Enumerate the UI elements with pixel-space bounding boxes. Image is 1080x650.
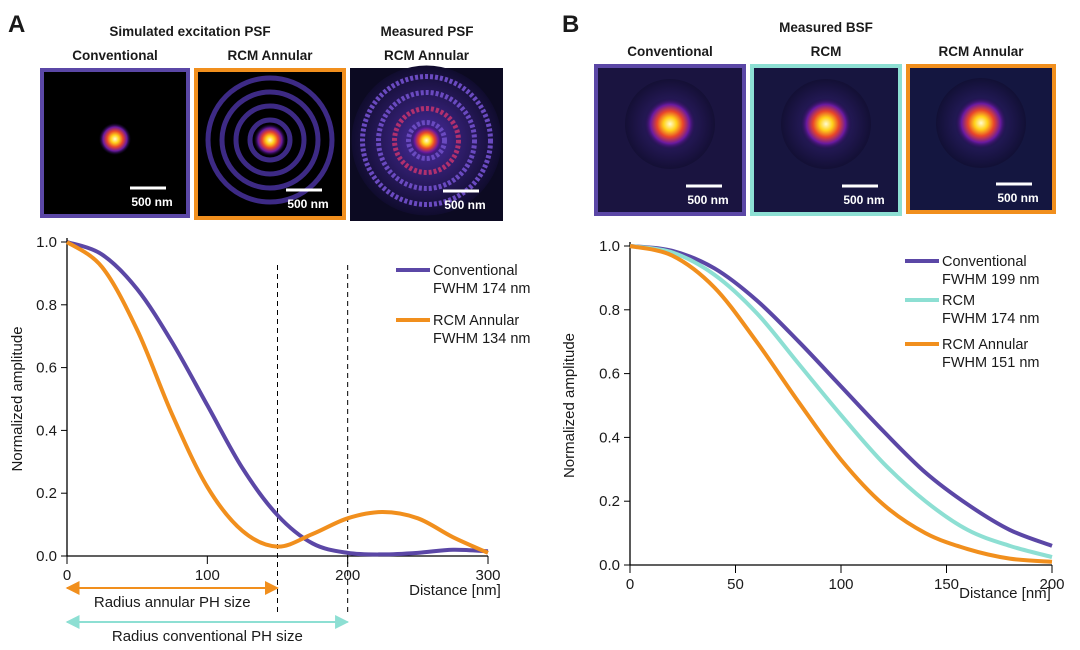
psf-ring (376, 90, 477, 191)
legend-label: RCM (942, 293, 975, 309)
x-tick-label: 100 (828, 576, 853, 593)
y-tick-label: 0.8 (36, 297, 57, 314)
psf-ring (360, 74, 493, 207)
psf-spot (955, 97, 1007, 149)
psf-ring (247, 117, 293, 163)
x-tick-label: 0 (63, 567, 71, 584)
y-axis-label: Normalized amplitude (9, 326, 26, 471)
y-tick-label: 0.6 (599, 366, 620, 383)
y-tick-label: 0.4 (599, 429, 620, 446)
series-line (629, 244, 1053, 559)
x-axis-label: Distance [nm] (959, 585, 1051, 602)
y-tick-label: 0.0 (599, 557, 620, 574)
image-title: Conventional (627, 44, 713, 59)
series-line (65, 240, 489, 555)
image-border (594, 64, 746, 216)
y-tick-label: 0.4 (36, 422, 57, 439)
scale-bar-label: 500 nm (843, 193, 884, 207)
legend-note: FWHM 151 nm (942, 355, 1040, 371)
image-group-header: Simulated excitation PSF (109, 24, 270, 39)
y-tick-label: 1.0 (599, 238, 620, 255)
panel-label: B (562, 11, 579, 38)
x-tick-label: 200 (1039, 576, 1064, 593)
series-line (629, 244, 1053, 564)
y-tick-label: 0.2 (599, 493, 620, 510)
y-tick-label: 0.6 (36, 360, 57, 377)
legend-note: FWHM 174 nm (942, 311, 1040, 327)
x-tick-label: 100 (195, 567, 220, 584)
scale-bar-label: 500 nm (687, 193, 728, 207)
panel-label: A (8, 11, 25, 38)
y-tick-label: 0.8 (599, 302, 620, 319)
scale-bar-label: 500 nm (444, 198, 485, 212)
legend-note: FWHM 174 nm (433, 281, 531, 297)
image-title: Conventional (72, 48, 158, 63)
y-tick-label: 0.0 (36, 548, 57, 565)
x-tick-label: 0 (626, 576, 634, 593)
psf-spot (99, 123, 131, 155)
x-axis-label: Distance [nm] (409, 582, 501, 599)
psf-spot (800, 98, 852, 150)
pinhole-label: Radius annular PH size (94, 594, 251, 611)
scale-bar-label: 500 nm (997, 191, 1038, 205)
series-line (629, 244, 1053, 548)
psf-ring (233, 103, 307, 177)
image-title: RCM Annular (228, 48, 314, 63)
legend-note: FWHM 199 nm (942, 272, 1040, 288)
image-border (906, 64, 1056, 214)
image-group-header: Measured PSF (380, 24, 473, 39)
psf-spot (254, 124, 286, 156)
pinhole-label: Radius conventional PH size (112, 628, 303, 645)
legend-label: Conventional (433, 263, 518, 279)
image-title: RCM Annular (939, 44, 1025, 59)
image-border (750, 64, 902, 216)
psf-spot (644, 98, 696, 150)
x-tick-label: 50 (727, 576, 744, 593)
scale-bar-label: 500 nm (287, 197, 328, 211)
legend-label: Conventional (942, 254, 1027, 270)
psf-spot (410, 124, 443, 157)
legend-label: RCM Annular (942, 337, 1028, 353)
y-tick-label: 0.2 (36, 485, 57, 502)
legend-label: RCM Annular (433, 313, 519, 329)
y-axis-label: Normalized amplitude (561, 333, 578, 478)
x-tick-label: 150 (934, 576, 959, 593)
image-border (194, 68, 346, 220)
x-tick-label: 300 (475, 567, 500, 584)
legend-note: FWHM 134 nm (433, 331, 531, 347)
psf-ring (205, 75, 335, 205)
psf-ring (219, 89, 321, 191)
image-title: RCM Annular (384, 48, 470, 63)
image-border (40, 68, 190, 218)
scale-bar-label: 500 nm (131, 195, 172, 209)
y-tick-label: 1.0 (36, 234, 57, 251)
image-title: RCM (811, 44, 842, 59)
psf-ring (406, 120, 447, 161)
series-line (66, 240, 489, 557)
image-group-header: Measured BSF (779, 20, 873, 35)
psf-ring (392, 106, 461, 175)
